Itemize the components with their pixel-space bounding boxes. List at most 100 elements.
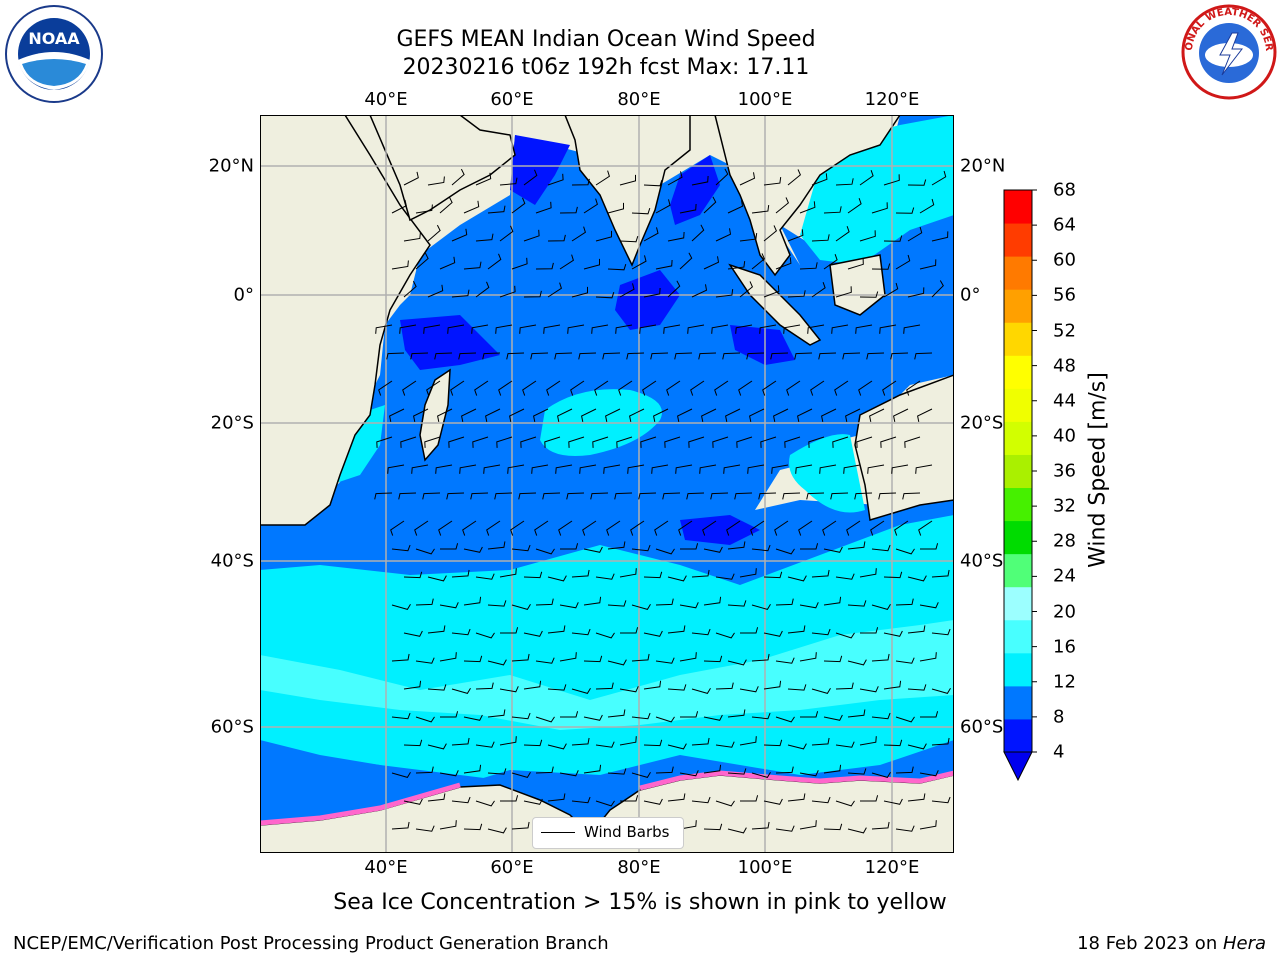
wind-barb xyxy=(487,600,507,607)
wind-barb xyxy=(727,261,746,270)
wind-barb xyxy=(823,823,843,831)
colorbar-tick-label: 36 xyxy=(1053,460,1076,482)
wind-barb xyxy=(535,766,554,774)
wind-barb xyxy=(703,196,717,214)
lon-tick-top: 100°E xyxy=(737,89,793,110)
wind-barb xyxy=(639,324,657,334)
wind-barb xyxy=(883,235,903,242)
colorbar-segment xyxy=(1004,718,1032,753)
wind-barb xyxy=(415,598,434,606)
wind-barb xyxy=(715,632,735,639)
wind-barb xyxy=(620,795,639,802)
lon-tick-bottom: 120°E xyxy=(864,857,920,878)
wind-barb xyxy=(523,571,543,579)
wind-barb xyxy=(387,464,405,474)
wind-barb xyxy=(751,604,771,610)
wind-barb xyxy=(763,285,780,298)
wind-barb xyxy=(715,289,734,298)
wind-barb xyxy=(655,259,673,270)
wind-barb xyxy=(734,492,753,500)
wind-barb xyxy=(500,627,519,634)
wind-barb xyxy=(918,520,933,536)
colorbar-segment xyxy=(1004,421,1032,455)
wind-barb xyxy=(640,436,657,448)
wind-barb xyxy=(869,408,885,422)
colorbar-segment xyxy=(1004,619,1032,654)
wind-barb xyxy=(859,568,877,578)
wind-barb xyxy=(595,682,614,690)
colorbar-tick-label: 12 xyxy=(1053,671,1076,693)
wind-barb xyxy=(463,655,483,663)
wind-barb xyxy=(389,408,405,422)
sea-ice-edge xyxy=(260,782,461,826)
wind-barb xyxy=(703,714,723,721)
sea-ice-edge-east xyxy=(639,770,954,791)
wind-barb xyxy=(631,653,650,662)
wind-barb xyxy=(559,652,577,662)
wind-barb xyxy=(914,352,933,360)
colorbar-label: Wind Speed [m/s] xyxy=(1085,372,1111,568)
colorbar-segment xyxy=(1004,322,1032,356)
wind-barb xyxy=(726,520,741,536)
wind-barb xyxy=(845,408,861,422)
wind-barb xyxy=(499,225,514,242)
wind-barb xyxy=(871,544,891,552)
wind-barb xyxy=(535,548,555,555)
wind-barb xyxy=(499,736,517,746)
wind-barb xyxy=(691,688,711,694)
wind-barb xyxy=(518,492,537,500)
wind-barb xyxy=(807,324,825,334)
wind-barb xyxy=(519,324,537,334)
wind-barb xyxy=(426,380,441,396)
run-date: 18 Feb 2023 on xyxy=(1077,933,1223,954)
wind-barb xyxy=(643,571,663,579)
wind-barb xyxy=(463,546,483,553)
wind-barb xyxy=(775,257,792,270)
wind-barb xyxy=(751,544,771,552)
wind-barb xyxy=(667,793,686,802)
wind-barb xyxy=(746,352,765,360)
wind-barb xyxy=(643,630,663,637)
colorbar-tick-label: 68 xyxy=(1053,179,1076,201)
wind-barb xyxy=(871,604,891,610)
wind-barb xyxy=(667,684,687,691)
wind-barb xyxy=(523,798,543,805)
wind-barb xyxy=(535,262,554,270)
wind-barb xyxy=(786,380,801,396)
wind-barb xyxy=(651,464,669,474)
wind-barb xyxy=(823,714,843,721)
wind-barb xyxy=(595,291,615,299)
wind-barb xyxy=(760,436,777,448)
wind-barb xyxy=(727,200,744,214)
wind-barb xyxy=(723,464,741,474)
wind-barb xyxy=(787,625,806,634)
wind-barb xyxy=(847,541,866,550)
wind-barb xyxy=(727,659,747,666)
wind-barb xyxy=(547,173,564,186)
wind-barb xyxy=(511,712,531,720)
colorbar-tick-label: 8 xyxy=(1053,706,1065,728)
wind-barb xyxy=(571,286,588,298)
nws-logo: NATIONAL WEATHER SERVICE xyxy=(1180,3,1277,100)
wind-barb xyxy=(890,352,909,360)
wind-barb xyxy=(842,352,861,360)
wind-barb xyxy=(391,604,411,610)
wind-barb xyxy=(619,568,637,578)
wind-barb xyxy=(895,716,915,723)
wind-barb xyxy=(715,800,735,807)
wind-barb xyxy=(931,628,951,636)
wind-barb xyxy=(907,226,923,242)
wind-barb xyxy=(595,632,615,639)
wind-barb xyxy=(439,820,457,830)
wind-barb xyxy=(463,596,482,606)
wind-barb xyxy=(439,770,459,777)
wind-barb xyxy=(619,736,637,746)
colorbar-tick-label: 16 xyxy=(1053,636,1076,658)
wind-barb xyxy=(475,632,495,639)
wind-barb xyxy=(414,520,429,536)
wind-barb xyxy=(931,231,949,242)
chart-subtitle: 20230216 t06z 192h fcst Max: 17.11 xyxy=(402,55,810,80)
wind-barb xyxy=(680,543,699,550)
wind-barb xyxy=(698,352,717,360)
wind-barb xyxy=(547,575,567,582)
